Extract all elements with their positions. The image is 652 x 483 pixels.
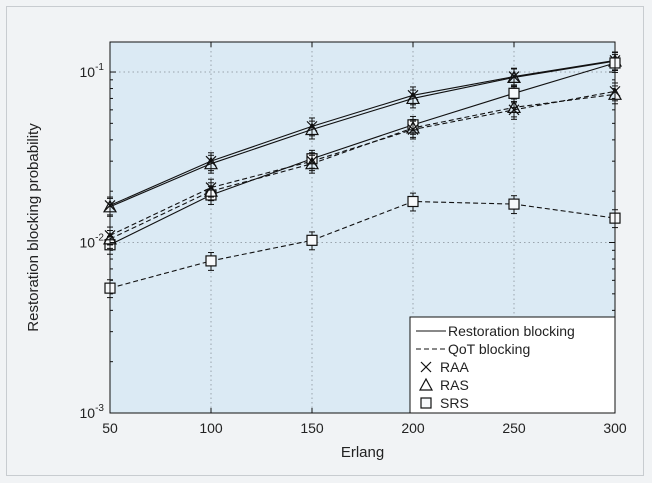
series-line-raa-solid (109, 59, 616, 206)
y-axis-label: Restoration blocking probability (25, 123, 42, 332)
data-point-srs-dashed (407, 195, 419, 208)
data-point-ras-solid (506, 70, 522, 83)
data-point-ras-solid (203, 156, 219, 170)
legend: Restoration blocking QoT blocking RAA RAS SR… (409, 316, 616, 414)
legend-marker-ras (418, 377, 434, 391)
x-tick-label: 100 (199, 420, 223, 436)
x-tick-label: 50 (102, 420, 118, 436)
series-line-ras-dashed (109, 93, 616, 240)
data-point-ras-solid (304, 122, 320, 136)
data-point-srs-dashed (508, 198, 520, 210)
data-point-srs-dashed (306, 234, 318, 246)
x-tick-label: 150 (300, 420, 324, 436)
grid (110, 42, 615, 413)
series-line-srs-dashed (109, 200, 616, 289)
data-point-ras-dashed (506, 100, 522, 114)
series-line-srs-solid (109, 62, 616, 246)
y-tick-label: 10-1 (80, 62, 105, 80)
data-point-srs-dashed (205, 255, 217, 267)
legend-marker-srs (420, 397, 432, 409)
legend-label: RAA (440, 359, 469, 375)
x-tick-label: 200 (401, 420, 425, 436)
series-line-raa-dashed (109, 90, 616, 236)
marker-stroke (420, 361, 432, 373)
data-point-ras-dashed (304, 156, 320, 170)
legend-label: Restoration blocking (448, 323, 575, 339)
data-point-ras-dashed (203, 183, 219, 197)
x-tick-label: 300 (603, 420, 627, 436)
data-point-srs-solid (508, 87, 520, 99)
legend-marker-raa (420, 361, 432, 373)
y-tick-label: 10-3 (80, 403, 105, 421)
legend-label: RAS (440, 377, 469, 393)
axes: 50 100 150 200 250 300 10-3 10-2 10-1 Erlang Resto… (25, 42, 627, 461)
series-lines (109, 59, 616, 289)
legend-box (409, 316, 616, 414)
y-tick-label: 10-2 (80, 233, 105, 251)
data-point-ras-dashed (405, 120, 421, 134)
series-line-ras-solid (109, 60, 616, 208)
x-axis-label: Erlang (341, 444, 384, 461)
x-tick-label: 250 (502, 420, 526, 436)
legend-label: SRS (440, 395, 469, 411)
legend-label: QoT blocking (448, 341, 530, 357)
plot-border (109, 41, 616, 414)
data-point-ras-solid (405, 91, 421, 105)
